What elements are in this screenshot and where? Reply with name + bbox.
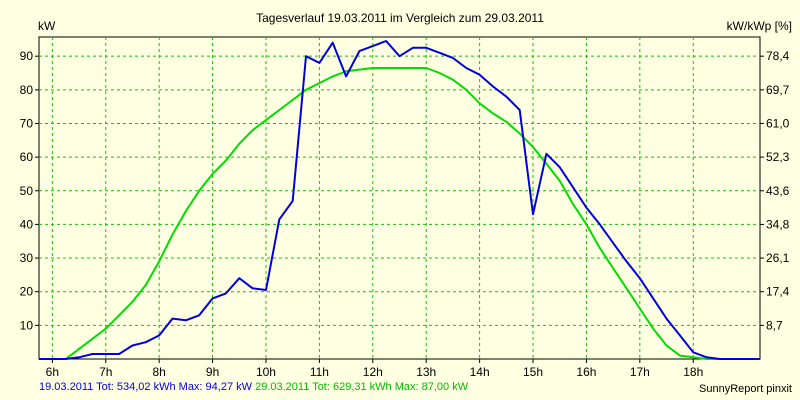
- x-tick-label: 16h: [576, 365, 596, 379]
- x-tick-label: 10h: [256, 365, 276, 379]
- y-right-tick-label: 61,0: [766, 116, 790, 130]
- y-right-tick-label: 69,7: [766, 83, 790, 97]
- y-right-tick-label: 26,1: [766, 251, 790, 265]
- y-right-tick-label: 8,7: [766, 318, 783, 332]
- y-axis-left-label: kW: [38, 19, 56, 33]
- y-left-tick-label: 30: [20, 251, 34, 265]
- plot-area: [38, 36, 761, 360]
- y-left-tick-label: 20: [20, 285, 34, 299]
- series-line-29-03-2011: [39, 67, 760, 360]
- series-1-date: 19.03.2011: [39, 381, 94, 393]
- series-1-stats: Tot: 534,02 kWh Max: 94,27 kW: [96, 381, 253, 393]
- series-layer: [39, 40, 760, 360]
- series-2-date: 29.03.2011: [255, 381, 310, 393]
- x-tick-label: 6h: [46, 365, 59, 379]
- y-right-tick-label: 17,4: [766, 285, 790, 299]
- y-left-tick-label: 50: [20, 184, 34, 198]
- credit: SunnyReport pinxit: [699, 383, 792, 395]
- x-tick-label: 7h: [99, 365, 112, 379]
- y-right-tick-label: 78,4: [766, 49, 790, 63]
- x-tick-label: 13h: [416, 365, 436, 379]
- x-tick-label: 18h: [683, 365, 703, 379]
- y-axis-right: 8,7 17,4 26,1 34,8 43,6 52,3 61,0 69,7 78,4: [760, 49, 790, 332]
- y-left-tick-label: 90: [20, 49, 34, 63]
- y-axis-left: 10 20 30 40 50 60 70 80 90: [20, 49, 39, 332]
- y-left-tick-label: 40: [20, 217, 34, 231]
- y-left-tick-label: 60: [20, 150, 34, 164]
- y-right-tick-label: 34,8: [766, 217, 790, 231]
- x-tick-label: 11h: [310, 365, 329, 379]
- series-line-19-03-2011: [39, 40, 760, 360]
- x-tick-label: 14h: [470, 365, 490, 379]
- y-right-tick-label: 43,6: [766, 184, 790, 198]
- x-tick-label: 17h: [630, 365, 650, 379]
- y-right-tick-label: 52,3: [766, 150, 790, 164]
- y-axis-right-label: kW/kWp [%]: [727, 19, 792, 33]
- y-left-tick-label: 70: [20, 116, 34, 130]
- series-2-stats: Tot: 629,31 kWh Max: 87,00 kW: [312, 381, 469, 393]
- y-left-tick-label: 10: [20, 318, 34, 332]
- x-tick-label: 15h: [523, 365, 543, 379]
- x-tick-label: 12h: [363, 365, 383, 379]
- y-left-tick-label: 80: [20, 83, 34, 97]
- chart-footer: 19.03.2011 Tot: 534,02 kWh Max: 94,27 kW…: [39, 381, 468, 393]
- x-tick-label: 9h: [206, 365, 219, 379]
- x-tick-label: 8h: [152, 365, 165, 379]
- x-axis: 6h 7h 8h 9h 10h 11h 12h 13h 14h 15h 16h 17h 18h: [46, 359, 703, 379]
- chart-title: Tagesverlauf 19.03.2011 im Vergleich zum…: [256, 11, 544, 25]
